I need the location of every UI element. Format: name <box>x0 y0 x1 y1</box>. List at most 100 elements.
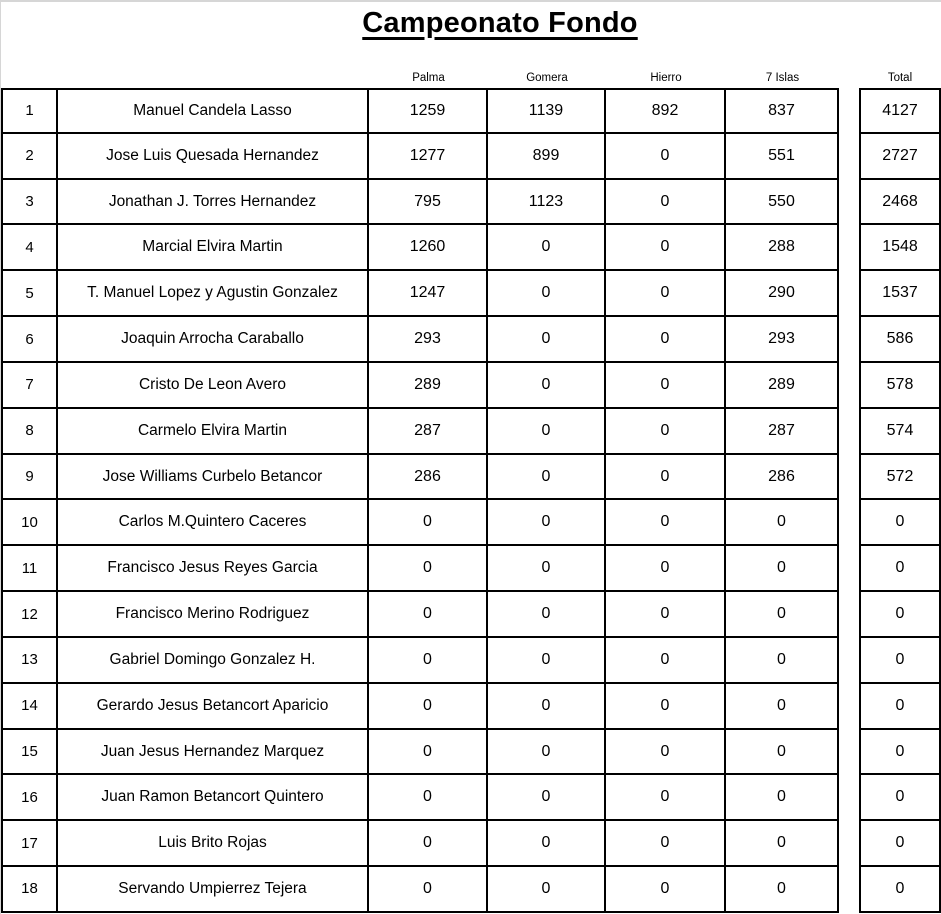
score-cell-hierro: 892 <box>606 88 726 134</box>
name-cell: Cristo De Leon Avero <box>58 362 369 409</box>
rank-cell: 16 <box>1 775 58 822</box>
score-cell-gomera: 0 <box>488 362 606 409</box>
name-cell: Gerardo Jesus Betancort Aparicio <box>58 683 369 730</box>
rank-cell: 15 <box>1 729 58 776</box>
score-cell-gomera: 1123 <box>488 179 606 226</box>
spacer-cell <box>839 88 859 134</box>
score-cell-palma: 0 <box>369 592 488 638</box>
rank-cell: 4 <box>1 225 58 272</box>
rank-cell: 1 <box>1 88 58 134</box>
score-cell-gomera: 0 <box>488 821 606 868</box>
score-cell-palma: 1277 <box>369 133 488 180</box>
score-cell-gomera: 0 <box>488 317 606 363</box>
score-cell-gomera: 899 <box>488 133 606 180</box>
score-cell-gomera: 0 <box>488 225 606 272</box>
score-cell-palma: 795 <box>369 179 488 226</box>
rank-cell: 13 <box>1 637 58 684</box>
score-cell-7islas: 0 <box>726 867 839 913</box>
score-cell-7islas: 0 <box>726 592 839 638</box>
spacer-cell <box>839 821 859 867</box>
total-cell: 586 <box>859 317 941 363</box>
name-cell: T. Manuel Lopez y Agustin Gonzalez <box>58 271 369 318</box>
spacer-cell <box>839 638 859 684</box>
rank-cell: 18 <box>1 867 58 913</box>
score-cell-hierro: 0 <box>606 821 726 868</box>
score-cell-hierro: 0 <box>606 775 726 822</box>
page-title: Campeonato Fondo <box>362 7 638 39</box>
score-cell-gomera: 0 <box>488 408 606 455</box>
header-spacer-gap <box>839 67 859 88</box>
score-cell-gomera: 0 <box>488 546 606 593</box>
score-cell-7islas: 0 <box>726 821 839 868</box>
spacer-cell <box>839 134 859 180</box>
score-cell-palma: 287 <box>369 408 488 455</box>
score-cell-gomera: 0 <box>488 683 606 730</box>
score-cell-7islas: 288 <box>726 225 839 272</box>
rank-cell: 12 <box>1 592 58 638</box>
column-header-7islas: 7 Islas <box>765 72 800 84</box>
total-cell: 0 <box>859 500 941 547</box>
spacer-cell <box>839 317 859 363</box>
score-cell-hierro: 0 <box>606 729 726 776</box>
total-cell: 0 <box>859 546 941 593</box>
name-cell: Juan Jesus Hernandez Marquez <box>58 729 369 776</box>
score-cell-hierro: 0 <box>606 271 726 318</box>
score-cell-7islas: 0 <box>726 637 839 684</box>
score-cell-palma: 0 <box>369 775 488 822</box>
spacer-cell <box>839 592 859 638</box>
score-cell-7islas: 551 <box>726 133 839 180</box>
score-cell-hierro: 0 <box>606 408 726 455</box>
score-cell-palma: 1247 <box>369 271 488 318</box>
spacer-cell <box>839 775 859 821</box>
spacer-cell <box>839 225 859 271</box>
score-cell-gomera: 0 <box>488 637 606 684</box>
score-cell-hierro: 0 <box>606 592 726 638</box>
score-cell-7islas: 0 <box>726 546 839 593</box>
score-cell-gomera: 0 <box>488 592 606 638</box>
score-cell-gomera: 0 <box>488 454 606 501</box>
score-cell-palma: 293 <box>369 317 488 363</box>
total-cell: 0 <box>859 592 941 638</box>
score-cell-7islas: 0 <box>726 683 839 730</box>
rank-cell: 11 <box>1 546 58 593</box>
spacer-cell <box>839 500 859 546</box>
score-cell-gomera: 0 <box>488 867 606 913</box>
score-cell-gomera: 0 <box>488 729 606 776</box>
total-cell: 4127 <box>859 88 941 134</box>
score-cell-7islas: 289 <box>726 362 839 409</box>
score-cell-palma: 0 <box>369 500 488 547</box>
total-cell: 2468 <box>859 179 941 226</box>
score-cell-palma: 1260 <box>369 225 488 272</box>
spacer-cell <box>839 180 859 226</box>
spacer-cell <box>839 455 859 501</box>
score-cell-hierro: 0 <box>606 317 726 363</box>
score-cell-7islas: 293 <box>726 317 839 363</box>
score-cell-palma: 289 <box>369 362 488 409</box>
name-cell: Juan Ramon Betancort Quintero <box>58 775 369 822</box>
name-cell: Manuel Candela Lasso <box>58 88 369 134</box>
score-cell-7islas: 0 <box>726 729 839 776</box>
name-cell: Jose Luis Quesada Hernandez <box>58 133 369 180</box>
rank-cell: 7 <box>1 362 58 409</box>
rank-cell: 6 <box>1 317 58 363</box>
column-header-hierro: Hierro <box>650 72 682 84</box>
score-cell-gomera: 0 <box>488 775 606 822</box>
score-cell-hierro: 0 <box>606 133 726 180</box>
score-cell-palma: 286 <box>369 454 488 501</box>
score-cell-7islas: 286 <box>726 454 839 501</box>
score-cell-hierro: 0 <box>606 637 726 684</box>
rank-cell: 14 <box>1 683 58 730</box>
total-cell: 572 <box>859 454 941 501</box>
score-cell-palma: 0 <box>369 867 488 913</box>
header-spacer-name <box>58 67 369 88</box>
score-cell-gomera: 1139 <box>488 88 606 134</box>
rank-cell: 9 <box>1 454 58 501</box>
column-header-palma: Palma <box>412 72 445 84</box>
name-cell: Francisco Merino Rodriguez <box>58 592 369 638</box>
rank-cell: 5 <box>1 271 58 318</box>
total-cell: 2727 <box>859 133 941 180</box>
score-cell-hierro: 0 <box>606 225 726 272</box>
total-cell: 0 <box>859 775 941 822</box>
score-cell-7islas: 287 <box>726 408 839 455</box>
